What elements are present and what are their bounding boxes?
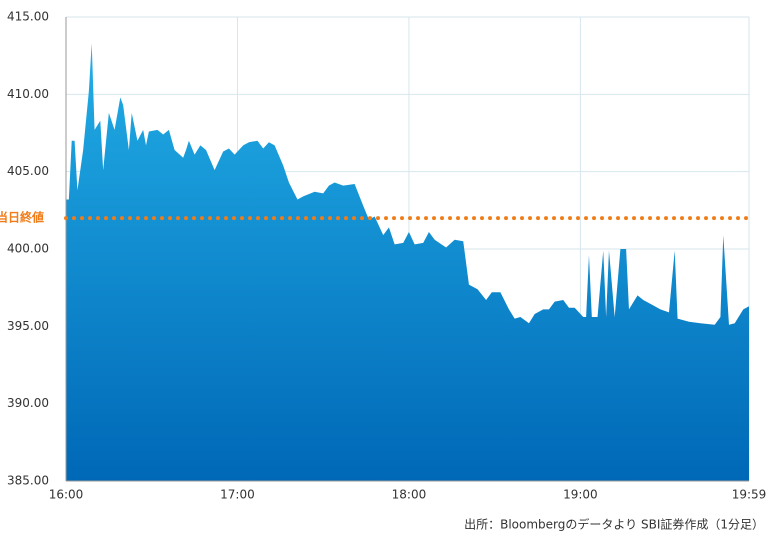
x-tick-label: 19:59	[732, 488, 767, 502]
y-tick-label: 410.00	[7, 87, 49, 101]
reference-label: 当日終値	[0, 210, 44, 225]
source-note: 出所：Bloombergのデータより SBI証券作成（1分足）	[464, 517, 764, 532]
y-tick-label: 385.00	[7, 474, 49, 488]
x-tick-label: 17:00	[220, 488, 255, 502]
y-tick-label: 390.00	[7, 396, 49, 410]
y-tick-label: 400.00	[7, 242, 49, 256]
x-tick-label: 19:00	[563, 488, 598, 502]
area	[66, 43, 749, 481]
y-tick-label: 405.00	[7, 164, 49, 178]
y-tick-label: 395.00	[7, 319, 49, 333]
x-tick-label: 16:00	[49, 488, 84, 502]
x-tick-label: 18:00	[392, 488, 427, 502]
y-tick-label: 415.00	[7, 10, 49, 24]
